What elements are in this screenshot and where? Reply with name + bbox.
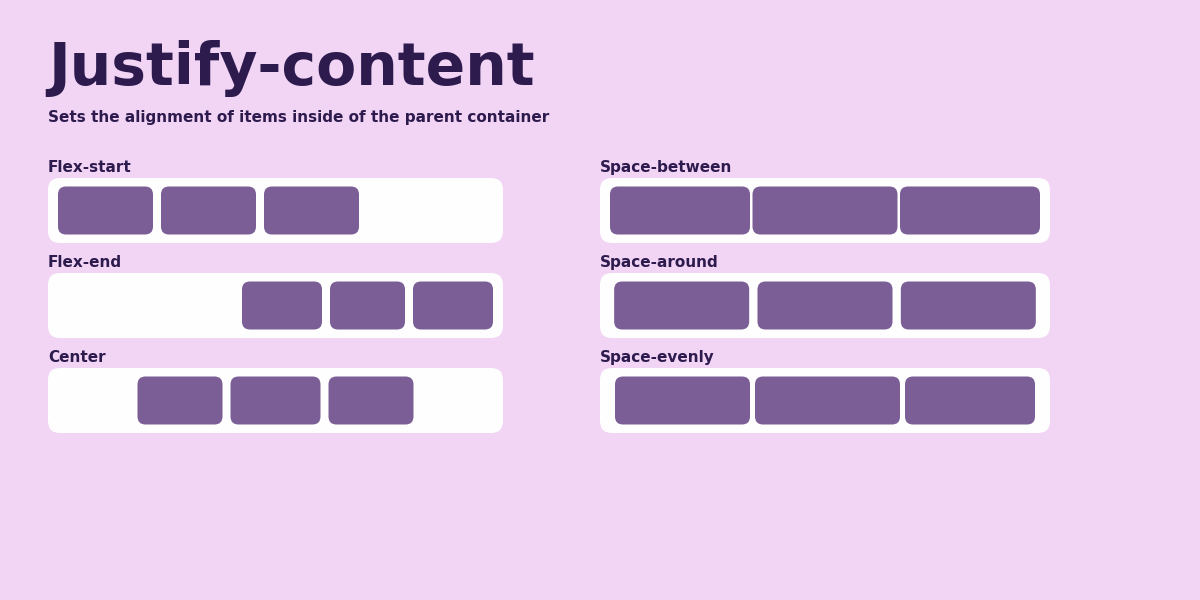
- FancyBboxPatch shape: [616, 377, 750, 425]
- FancyBboxPatch shape: [138, 377, 222, 425]
- FancyBboxPatch shape: [413, 281, 493, 329]
- FancyBboxPatch shape: [48, 368, 503, 433]
- Text: Justify-content: Justify-content: [48, 40, 535, 97]
- FancyBboxPatch shape: [757, 281, 893, 329]
- FancyBboxPatch shape: [242, 281, 322, 329]
- Text: Sets the alignment of items inside of the parent container: Sets the alignment of items inside of th…: [48, 110, 550, 125]
- FancyBboxPatch shape: [600, 178, 1050, 243]
- Text: Space-around: Space-around: [600, 255, 719, 270]
- FancyBboxPatch shape: [161, 187, 256, 235]
- FancyBboxPatch shape: [600, 273, 1050, 338]
- FancyBboxPatch shape: [901, 281, 1036, 329]
- Text: Flex-end: Flex-end: [48, 255, 122, 270]
- FancyBboxPatch shape: [48, 273, 503, 338]
- FancyBboxPatch shape: [330, 281, 406, 329]
- FancyBboxPatch shape: [329, 377, 414, 425]
- Text: Space-evenly: Space-evenly: [600, 350, 715, 365]
- FancyBboxPatch shape: [614, 281, 749, 329]
- FancyBboxPatch shape: [58, 187, 154, 235]
- FancyBboxPatch shape: [230, 377, 320, 425]
- FancyBboxPatch shape: [752, 187, 898, 235]
- FancyBboxPatch shape: [905, 377, 1034, 425]
- FancyBboxPatch shape: [264, 187, 359, 235]
- Text: Flex-start: Flex-start: [48, 160, 132, 175]
- FancyBboxPatch shape: [610, 187, 750, 235]
- Text: Center: Center: [48, 350, 106, 365]
- FancyBboxPatch shape: [900, 187, 1040, 235]
- FancyBboxPatch shape: [48, 178, 503, 243]
- Text: Space-between: Space-between: [600, 160, 732, 175]
- FancyBboxPatch shape: [755, 377, 900, 425]
- FancyBboxPatch shape: [600, 368, 1050, 433]
